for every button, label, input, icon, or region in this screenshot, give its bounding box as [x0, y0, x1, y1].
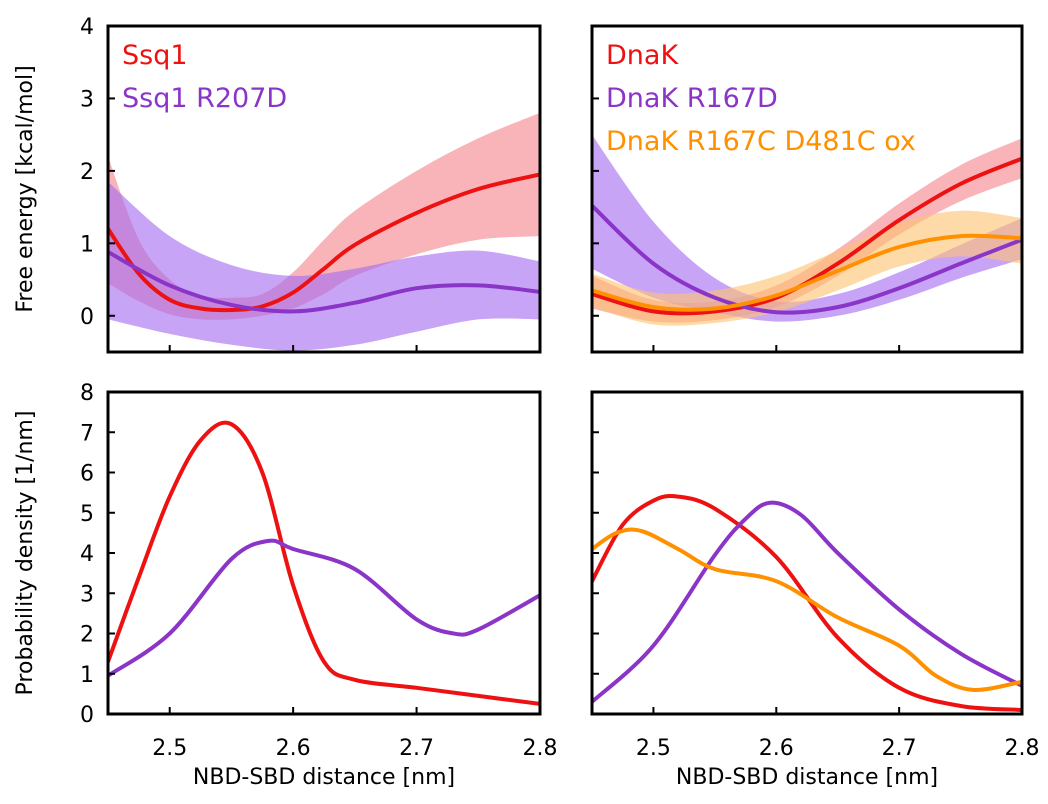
y-tick-label: 4	[80, 15, 94, 40]
series-line-dnak	[592, 156, 1022, 316]
series-line-dnak-r167c-d481c-ox	[592, 527, 1022, 692]
y-tick-label: 5	[80, 502, 94, 527]
legend-entry: DnaK R167D	[606, 83, 778, 114]
x-tick-label: 2.5	[152, 736, 187, 761]
y-tick-label: 1	[80, 232, 94, 257]
ssq1_probability-panel: 2.5 2.6 2.7 2.8 0 1 2 3 4 5 6 7 8 Probability density…	[13, 381, 558, 790]
y-tick-label: 4	[80, 542, 94, 567]
x-tick-label: 2.8	[1005, 736, 1040, 761]
y-tick-label: 7	[80, 421, 94, 446]
series-line-dnak-r167d	[592, 203, 1022, 315]
series-line-ssq1-r207d	[108, 538, 540, 678]
x-tick-label: 2.6	[276, 736, 311, 761]
axes-frame	[106, 24, 542, 354]
y-tick-label: 6	[80, 462, 94, 487]
x-axis-label: NBD-SBD distance [nm]	[676, 765, 938, 790]
band-dnak-r167d	[592, 134, 1022, 322]
band-dnak-r167c-d481c-ox	[592, 210, 1022, 326]
axes-frame	[106, 390, 542, 716]
x-tick-label: 2.7	[399, 736, 434, 761]
series-line-dnak	[592, 494, 1022, 712]
y-tick-label: 0	[80, 305, 94, 330]
x-tick-label: 2.7	[882, 736, 917, 761]
y-axis-label: Free energy [kcal/mol]	[13, 65, 38, 312]
x-tick-label: 2.6	[759, 736, 794, 761]
plot-area	[592, 134, 1022, 326]
plot-area	[108, 420, 540, 706]
series-line-ssq1-r207d	[108, 250, 540, 314]
ssq1_free_energy-panel: 0 1 2 3 4 Free energy [kcal/mol] Ssq1 Ssq1 R207…	[13, 15, 542, 354]
y-axis-label: Probability density [1/nm]	[13, 411, 38, 696]
x-tick-label: 2.8	[523, 736, 558, 761]
axes-frame	[590, 24, 1024, 354]
y-tick-label: 8	[80, 381, 94, 406]
y-tick-label: 1	[80, 663, 94, 688]
plot-area	[592, 494, 1022, 712]
axes-frame	[590, 390, 1024, 716]
series-line-dnak-r167c-d481c-ox	[592, 233, 1022, 312]
series-line-dnak-r167d	[592, 500, 1022, 704]
series-line-ssq1	[108, 420, 540, 706]
y-tick-label: 3	[80, 582, 94, 607]
legend-entry: Ssq1 R207D	[122, 83, 287, 114]
band-ssq1	[108, 112, 540, 320]
legend-entry: DnaK	[606, 40, 679, 71]
x-axis-label: NBD-SBD distance [nm]	[193, 765, 455, 790]
y-tick-label: 2	[80, 160, 94, 185]
legend-entry: Ssq1	[122, 40, 188, 71]
plot-area	[108, 112, 540, 351]
y-tick-label: 0	[80, 703, 94, 728]
dnak_probability-panel: 2.5 2.6 2.7 2.8 NBD-SBD distance [nm]	[590, 390, 1040, 790]
y-tick-label: 3	[80, 87, 94, 112]
x-tick-label: 2.5	[636, 736, 671, 761]
series-line-ssq1	[108, 172, 540, 313]
legend-entry: DnaK R167C D481C ox	[606, 126, 916, 157]
y-tick-label: 2	[80, 623, 94, 648]
dnak_free_energy-panel: DnaK DnaK R167D DnaK R167C D481C ox	[590, 24, 1024, 354]
